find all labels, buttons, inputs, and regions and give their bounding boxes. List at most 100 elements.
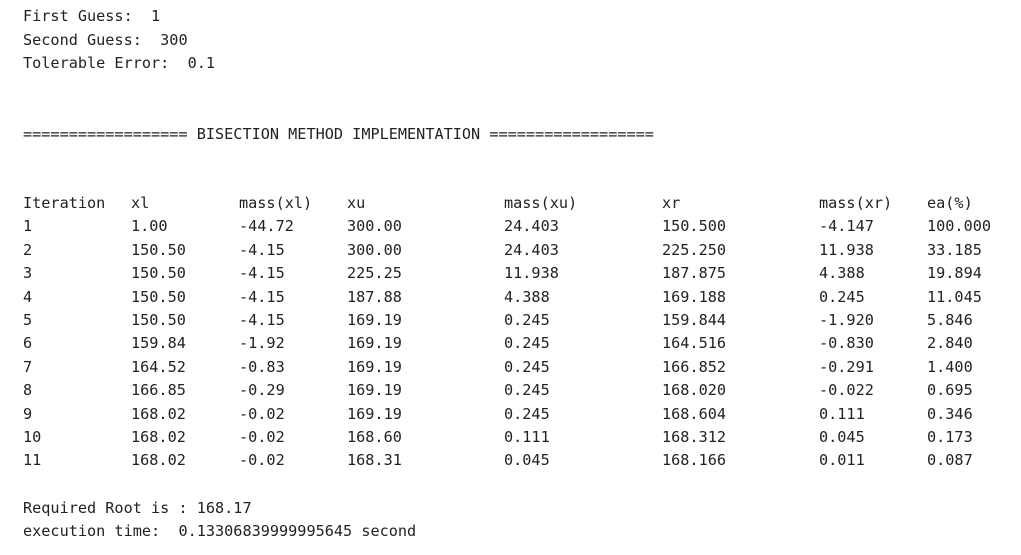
column-header-xu: xu bbox=[347, 194, 366, 212]
cell-ea-percent: 11.045 bbox=[927, 287, 982, 306]
cell-mass-xr: -1.920 bbox=[819, 311, 874, 329]
cell-mass-xu: 0.245 bbox=[504, 311, 550, 329]
cell-xl: 164.52 bbox=[131, 357, 186, 376]
cell-ea-percent: 0.346 bbox=[927, 404, 973, 423]
cell-iteration: 11 bbox=[23, 451, 42, 470]
cell-mass-xl: -0.02 bbox=[239, 451, 285, 470]
cell-xr: 166.852 bbox=[662, 357, 727, 376]
cell-mass-xl: -0.29 bbox=[239, 381, 285, 400]
cell-mass-xu: 24.403 bbox=[504, 217, 559, 236]
required-root-line: Required Root is : 168.17 bbox=[23, 499, 252, 517]
cell-xu: 300.00 bbox=[347, 217, 402, 236]
cell-iteration: 3 bbox=[23, 264, 33, 283]
cell-xr: 169.188 bbox=[662, 287, 727, 306]
cell-mass-xu: 0.245 bbox=[504, 404, 550, 423]
cell-xu: 225.25 bbox=[347, 264, 402, 283]
cell-mass-xl: -0.02 bbox=[239, 404, 285, 423]
cell-xu: 169.19 bbox=[347, 381, 402, 400]
cell-iteration: 2 bbox=[23, 240, 33, 259]
cell-ea-percent: 0.695 bbox=[927, 381, 973, 400]
cell-iteration: 8 bbox=[23, 381, 33, 400]
cell-xl: 166.85 bbox=[131, 381, 186, 400]
cell-xl: 150.50 bbox=[131, 311, 186, 329]
cell-iteration: 7 bbox=[23, 357, 33, 376]
cell-mass-xr: 0.245 bbox=[819, 287, 865, 306]
cell-mass-xu: 11.938 bbox=[504, 264, 559, 283]
cell-xu: 168.31 bbox=[347, 451, 402, 470]
cell-xu: 300.00 bbox=[347, 240, 402, 259]
column-header-xl: xl bbox=[131, 194, 150, 212]
cell-mass-xl: -4.15 bbox=[239, 311, 285, 329]
cell-xl: 168.02 bbox=[131, 404, 186, 423]
cell-iteration: 9 bbox=[23, 404, 33, 423]
column-header-iteration: Iteration bbox=[23, 194, 106, 212]
execution-time-line: execution time: 0.13306839999995645 seco… bbox=[23, 522, 417, 540]
cell-mass-xl: -0.83 bbox=[239, 357, 285, 376]
column-header-xr: xr bbox=[662, 194, 681, 212]
cell-xr: 168.604 bbox=[662, 404, 727, 423]
cell-ea-percent: 0.087 bbox=[927, 451, 973, 470]
cell-mass-xu: 4.388 bbox=[504, 287, 550, 306]
cell-mass-xr: 4.388 bbox=[819, 264, 865, 283]
cell-xu: 169.19 bbox=[347, 334, 402, 353]
cell-mass-xr: 0.011 bbox=[819, 451, 865, 470]
cell-mass-xu: 0.111 bbox=[504, 428, 550, 446]
cell-mass-xr: 0.111 bbox=[819, 404, 865, 423]
cell-mass-xr: -0.022 bbox=[819, 381, 874, 400]
cell-xu: 168.60 bbox=[347, 428, 402, 446]
cell-xr: 225.250 bbox=[662, 240, 727, 259]
cell-mass-xu: 0.045 bbox=[504, 451, 550, 470]
column-header-mass-xr: mass(xr) bbox=[819, 194, 893, 212]
cell-mass-xl: -4.15 bbox=[239, 240, 285, 259]
cell-mass-xr: -0.291 bbox=[819, 357, 874, 376]
cell-xl: 150.50 bbox=[131, 264, 186, 283]
cell-ea-percent: 5.846 bbox=[927, 311, 973, 329]
cell-xl: 150.50 bbox=[131, 287, 186, 306]
cell-iteration: 4 bbox=[23, 287, 33, 306]
cell-mass-xl: -4.15 bbox=[239, 264, 285, 283]
cell-mass-xl: -0.02 bbox=[239, 428, 285, 446]
cell-mass-xr: -4.147 bbox=[819, 217, 874, 236]
cell-mass-xr: 11.938 bbox=[819, 240, 874, 259]
cell-ea-percent: 19.894 bbox=[927, 264, 982, 283]
cell-mass-xl: -4.15 bbox=[239, 287, 285, 306]
cell-mass-xu: 24.403 bbox=[504, 240, 559, 259]
cell-mass-xr: 0.045 bbox=[819, 428, 865, 446]
cell-xl: 159.84 bbox=[131, 334, 186, 353]
cell-xu: 169.19 bbox=[347, 311, 402, 329]
column-header-mass-xl: mass(xl) bbox=[239, 194, 313, 212]
cell-ea-percent: 0.173 bbox=[927, 428, 973, 446]
column-header-ea-percent: ea(%) bbox=[927, 194, 973, 212]
column-header-mass-xu: mass(xu) bbox=[504, 194, 578, 212]
cell-xr: 150.500 bbox=[662, 217, 727, 236]
cell-xl: 150.50 bbox=[131, 240, 186, 259]
first-guess-line: First Guess: 1 bbox=[23, 7, 161, 25]
cell-ea-percent: 33.185 bbox=[927, 240, 982, 259]
cell-xl: 168.02 bbox=[131, 451, 186, 470]
cell-xu: 169.19 bbox=[347, 404, 402, 423]
cell-iteration: 1 bbox=[23, 217, 33, 236]
cell-mass-xu: 0.245 bbox=[504, 357, 550, 376]
cell-iteration: 6 bbox=[23, 334, 33, 353]
cell-mass-xr: -0.830 bbox=[819, 334, 874, 353]
cell-mass-xl: -44.72 bbox=[239, 217, 294, 236]
cell-xl: 168.02 bbox=[131, 428, 186, 446]
second-guess-line: Second Guess: 300 bbox=[23, 30, 188, 49]
cell-ea-percent: 100.000 bbox=[927, 217, 992, 236]
cell-mass-xl: -1.92 bbox=[239, 334, 285, 353]
cell-xr: 168.312 bbox=[662, 428, 727, 446]
cell-mass-xu: 0.245 bbox=[504, 381, 550, 400]
cell-xr: 187.875 bbox=[662, 264, 727, 283]
cell-xr: 168.020 bbox=[662, 381, 727, 400]
cell-xr: 159.844 bbox=[662, 311, 727, 329]
cell-mass-xu: 0.245 bbox=[504, 334, 550, 353]
cell-xl: 1.00 bbox=[131, 217, 168, 236]
section-banner: ================== BISECTION METHOD IMPL… bbox=[23, 124, 654, 143]
cell-ea-percent: 1.400 bbox=[927, 357, 973, 376]
cell-xu: 169.19 bbox=[347, 357, 402, 376]
cell-iteration: 5 bbox=[23, 311, 33, 329]
cell-xr: 164.516 bbox=[662, 334, 727, 353]
cell-xr: 168.166 bbox=[662, 451, 727, 470]
cell-ea-percent: 2.840 bbox=[927, 334, 973, 353]
tolerable-error-line: Tolerable Error: 0.1 bbox=[23, 54, 216, 72]
